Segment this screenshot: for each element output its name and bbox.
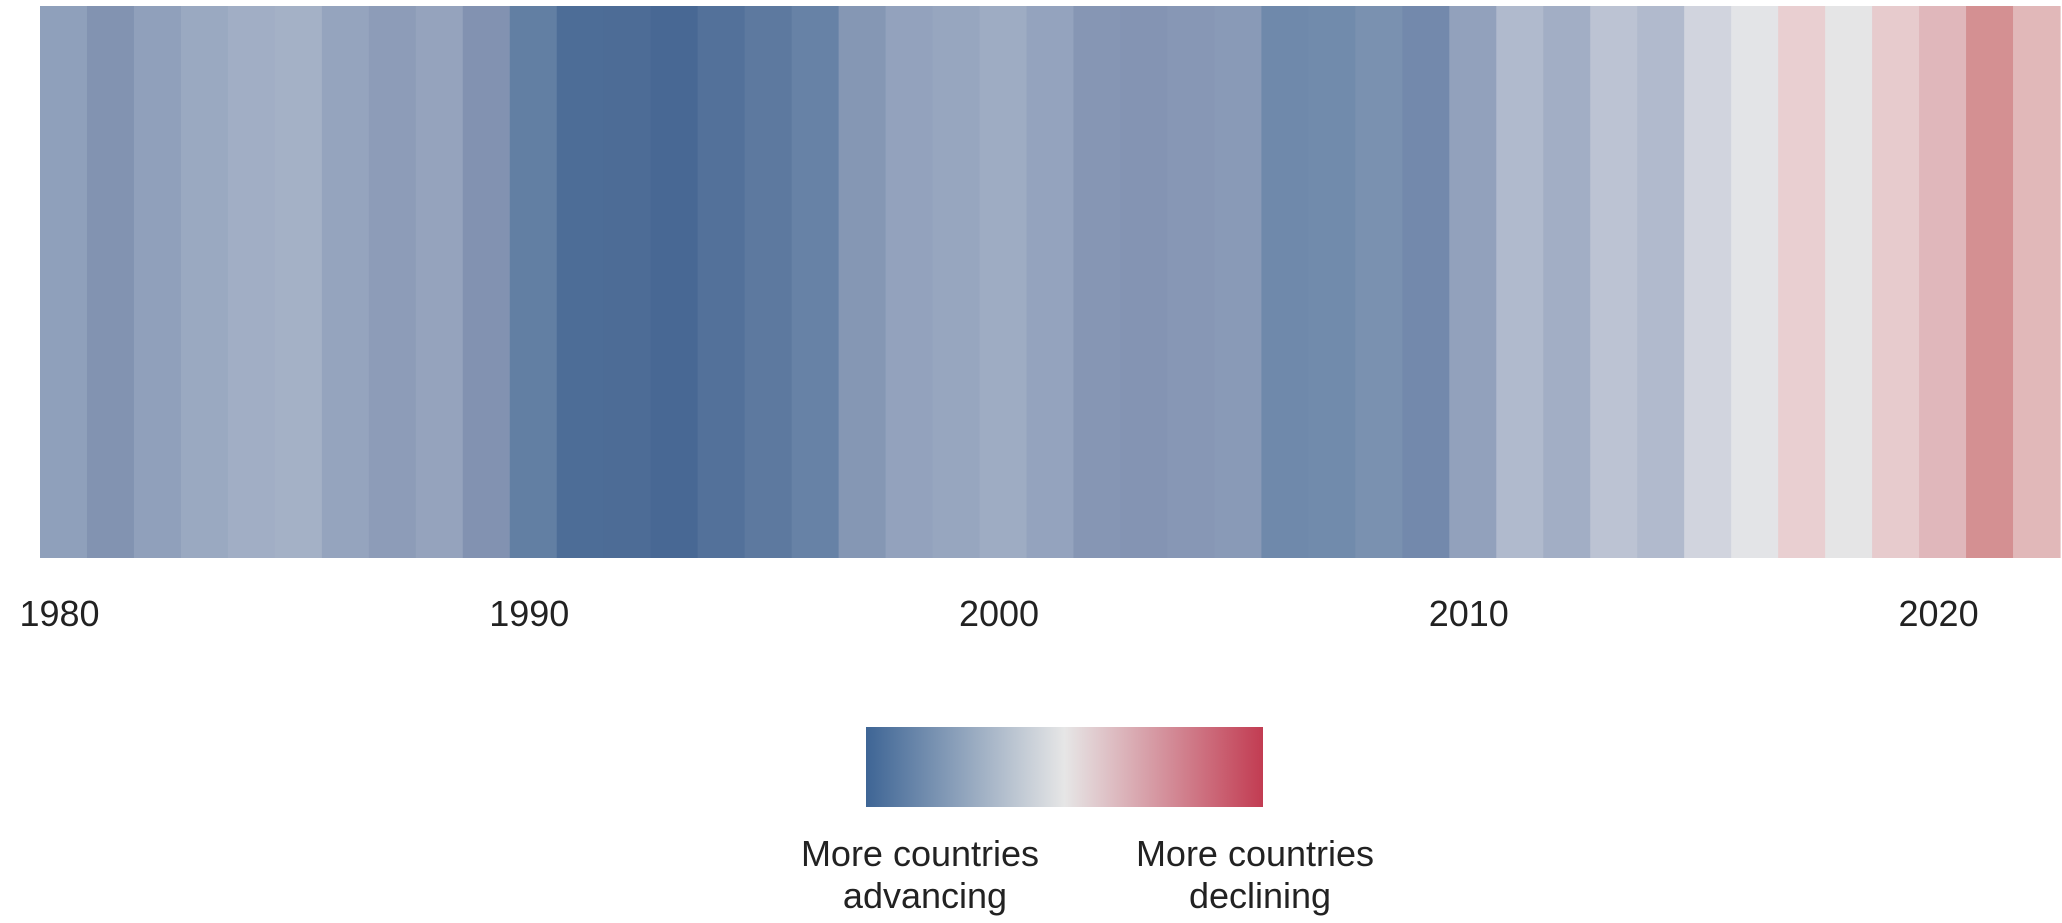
- stripe-1993: [650, 6, 699, 558]
- stripe-2008: [1355, 6, 1403, 558]
- stripe-2018: [1825, 6, 1873, 558]
- stripe-1994: [697, 6, 746, 558]
- stripe-2016: [1731, 6, 1779, 558]
- x-axis-ticks: 1980 1990 2000 2010 2020: [19, 593, 1978, 634]
- stripe-2006: [1261, 6, 1309, 558]
- legend-high-label: More countries declining: [1136, 833, 1384, 916]
- stripe-2013: [1590, 6, 1638, 558]
- legend-low-label: More countries advancing: [801, 833, 1049, 916]
- stripe-2001: [1026, 6, 1075, 558]
- stripe-2009: [1402, 6, 1450, 558]
- stripe-1992: [603, 6, 652, 558]
- stripe-1997: [838, 6, 887, 558]
- stripe-1983: [180, 6, 229, 558]
- tick-label-1990: 1990: [489, 593, 569, 634]
- stripe-band: [40, 6, 2061, 558]
- tick-label-1980: 1980: [19, 593, 99, 634]
- legend-high-label-line-2: declining: [1189, 875, 1331, 916]
- stripe-2011: [1496, 6, 1544, 558]
- legend-low-label-line-2: advancing: [843, 875, 1007, 916]
- stripe-1982: [133, 6, 182, 558]
- stripe-2022: [2013, 6, 2061, 558]
- stripe-2019: [1872, 6, 1920, 558]
- stripe-2000: [979, 6, 1028, 558]
- stripe-1990: [509, 6, 558, 558]
- stripe-2007: [1308, 6, 1356, 558]
- stripe-2002: [1073, 6, 1122, 558]
- color-legend: More countries advancing More countries …: [801, 727, 1384, 916]
- stripe-2012: [1543, 6, 1591, 558]
- tick-label-2010: 2010: [1429, 593, 1509, 634]
- stripe-1995: [744, 6, 793, 558]
- stripe-1991: [556, 6, 605, 558]
- stripe-1999: [932, 6, 981, 558]
- legend-high-label-line-1: More countries: [1136, 833, 1374, 874]
- stripe-2010: [1449, 6, 1497, 558]
- stripe-2015: [1684, 6, 1732, 558]
- stripe-1985: [274, 6, 323, 558]
- stripe-2017: [1778, 6, 1826, 558]
- stripe-1984: [227, 6, 276, 558]
- stripe-1987: [368, 6, 417, 558]
- stripe-1981: [86, 6, 135, 558]
- stripe-2014: [1637, 6, 1685, 558]
- stripe-1989: [462, 6, 511, 558]
- legend-color-bar: [866, 727, 1263, 807]
- stripe-1998: [885, 6, 934, 558]
- stripe-1988: [415, 6, 464, 558]
- stripe-2004: [1167, 6, 1216, 558]
- stripe-2020: [1919, 6, 1967, 558]
- stripe-2021: [1966, 6, 2014, 558]
- stripe-1986: [321, 6, 370, 558]
- legend-low-label-line-1: More countries: [801, 833, 1039, 874]
- tick-label-2000: 2000: [959, 593, 1039, 634]
- stripe-2003: [1120, 6, 1169, 558]
- stripe-2005: [1214, 6, 1262, 558]
- stripe-1996: [791, 6, 840, 558]
- stripe-1980: [40, 6, 88, 558]
- tick-label-2020: 2020: [1899, 593, 1979, 634]
